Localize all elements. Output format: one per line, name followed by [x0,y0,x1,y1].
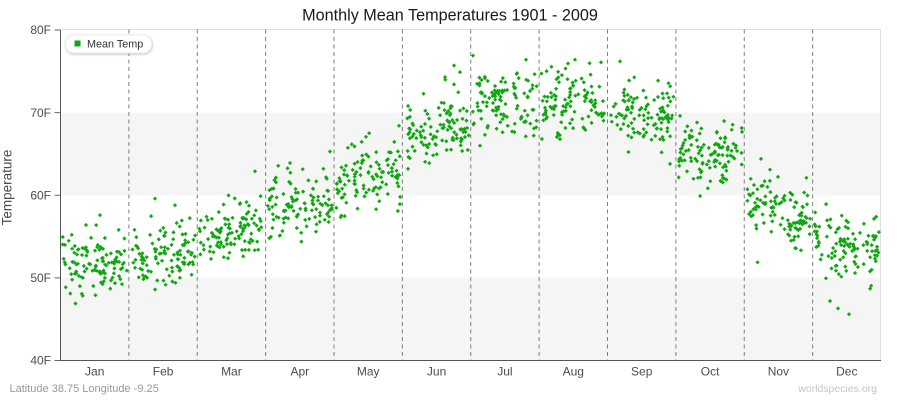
svg-text:70F: 70F [30,106,51,120]
svg-text:Feb: Feb [153,365,174,379]
svg-text:Dec: Dec [836,365,857,379]
svg-text:May: May [357,365,380,379]
svg-text:80F: 80F [30,23,51,37]
svg-text:Apr: Apr [290,365,309,379]
svg-text:60F: 60F [30,188,51,202]
svg-text:Temperature: Temperature [0,150,15,226]
svg-text:Mar: Mar [221,365,242,379]
svg-text:Nov: Nov [768,365,789,379]
svg-text:Jun: Jun [427,365,446,379]
svg-text:Jul: Jul [497,365,512,379]
svg-text:Aug: Aug [563,365,584,379]
svg-text:Latitude 38.75 Longitude -9.25: Latitude 38.75 Longitude -9.25 [10,383,159,395]
svg-text:worldspecies.org: worldspecies.org [797,383,877,395]
svg-text:Sep: Sep [631,365,653,379]
svg-text:40F: 40F [30,354,51,368]
svg-text:Monthly Mean Temperatures 1901: Monthly Mean Temperatures 1901 - 2009 [302,7,598,25]
svg-text:Oct: Oct [701,365,720,379]
svg-text:Mean Temp: Mean Temp [87,39,143,51]
svg-text:Jan: Jan [85,365,104,379]
svg-text:50F: 50F [30,271,51,285]
